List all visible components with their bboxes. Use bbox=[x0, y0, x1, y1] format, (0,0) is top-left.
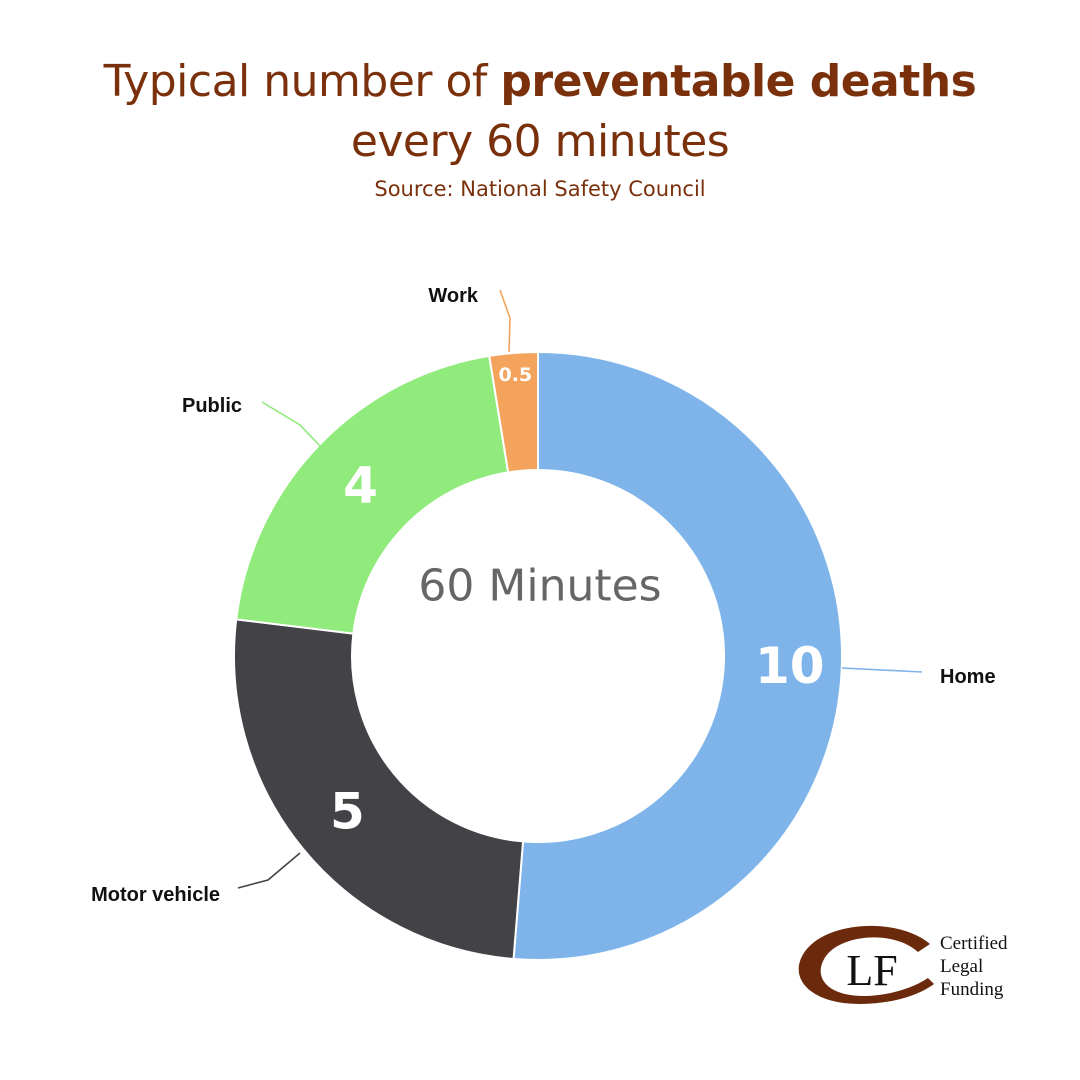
value-label-home: 10 bbox=[755, 637, 825, 695]
category-label-motor-vehicle: Motor vehicle bbox=[91, 884, 220, 906]
leader-line-motor-vehicle bbox=[237, 852, 301, 889]
value-label-public: 4 bbox=[343, 457, 378, 515]
title-part1: Typical number of bbox=[103, 56, 501, 107]
title-bold: preventable deaths bbox=[500, 56, 977, 107]
center-label: 60 Minutes bbox=[418, 561, 661, 612]
leader-line-work bbox=[499, 289, 511, 353]
value-label-motor-vehicle: 5 bbox=[330, 783, 365, 841]
logo-line-2: Legal bbox=[940, 956, 984, 977]
leader-line-home bbox=[841, 667, 923, 673]
clf-logo: LF bbox=[798, 925, 934, 1004]
slice-public bbox=[235, 354, 510, 635]
slice-work bbox=[488, 350, 539, 474]
logo-line-3: Funding bbox=[940, 979, 1004, 1000]
category-label-home: Home bbox=[940, 666, 996, 688]
logo-c-swoosh bbox=[798, 925, 934, 1004]
chart-title: Typical number of preventable deaths eve… bbox=[0, 52, 1080, 172]
category-label-work: Work bbox=[428, 285, 479, 307]
value-label-work: 0.5 bbox=[498, 364, 532, 386]
logo-line-1: Certified bbox=[940, 933, 1008, 954]
leader-line-public bbox=[261, 401, 321, 447]
logo-lf-letters: LF bbox=[846, 946, 897, 995]
slice-motor-vehicle bbox=[233, 618, 525, 961]
logo-text: Certified Legal Funding bbox=[940, 932, 1008, 1001]
title-line2: every 60 minutes bbox=[350, 116, 730, 167]
category-label-public: Public bbox=[182, 395, 242, 417]
slice-home bbox=[512, 350, 843, 961]
chart-source: Source: National Safety Council bbox=[374, 177, 706, 201]
